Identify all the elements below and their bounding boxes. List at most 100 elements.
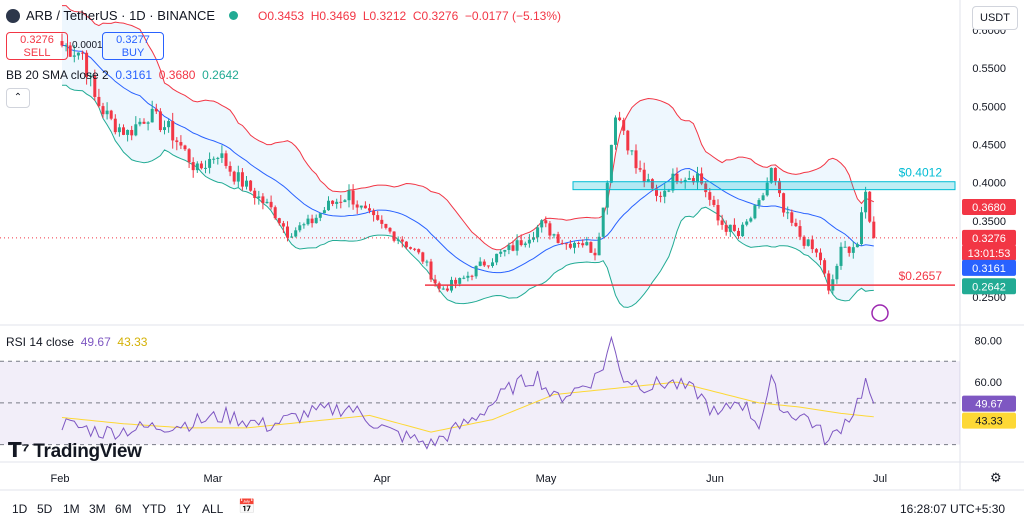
price-tick-label: 0.5500 [972, 63, 1006, 75]
collapse-legend-button[interactable]: ⌃ [6, 88, 30, 108]
timeframe-1d[interactable]: 1D [12, 502, 28, 516]
candle-body [765, 182, 769, 196]
candle-body [499, 251, 503, 254]
candle-body [437, 283, 441, 289]
candle-body [322, 210, 326, 214]
candle-body [650, 179, 654, 189]
candle-body [101, 106, 105, 115]
candle-body [445, 288, 449, 291]
candle-body [232, 171, 236, 182]
candle-body [532, 237, 535, 240]
candle-body [548, 223, 552, 236]
candle-body [716, 204, 720, 221]
timeframe-3m[interactable]: 3M [89, 502, 106, 516]
candle-body [228, 165, 232, 172]
candle-body [667, 190, 671, 192]
currency-selector[interactable]: USDT [972, 6, 1018, 30]
candle-body [745, 221, 749, 225]
date-range-calendar-icon[interactable]: 📅 [238, 498, 256, 514]
candle-body [515, 240, 519, 251]
candle-body [544, 220, 548, 224]
candle-body [458, 278, 462, 284]
candle-body [314, 217, 318, 224]
buy-button[interactable]: 0.3277 BUY [102, 32, 164, 60]
symbol-title[interactable]: ARB / TetherUS · 1D · BINANCE [26, 8, 216, 23]
candle-body [318, 213, 322, 218]
candle-body [609, 144, 613, 183]
resistance-label: $0.4012 [899, 166, 943, 180]
candle-body [868, 191, 872, 222]
bb-basis-line [61, 44, 874, 274]
time-axis-label: Jul [873, 473, 887, 485]
candle-body [400, 239, 404, 242]
candle-body [134, 124, 138, 136]
candle-body [835, 265, 839, 280]
rsi-legend[interactable]: RSI 14 close 49.67 43.33 [6, 335, 147, 349]
candle-body [122, 127, 125, 135]
candle-body [593, 252, 597, 256]
candle-body [802, 236, 806, 246]
tradingview-logo: 𝗧⁷ TradingView [8, 438, 142, 463]
timeframe-ytd[interactable]: YTD [142, 502, 166, 516]
candle-body [306, 218, 310, 225]
rsi-ma-tag-label: 43.33 [975, 416, 1003, 428]
bb-upper-value: 0.3680 [158, 68, 196, 82]
candle-body [167, 121, 171, 128]
candle-body [240, 172, 244, 187]
candle-body [105, 110, 109, 115]
candle-body [409, 247, 412, 249]
candle-body [335, 201, 339, 204]
candle-body [839, 246, 843, 266]
candle-body [749, 218, 753, 222]
time-axis-label: Apr [373, 473, 390, 485]
candle-body [536, 227, 540, 238]
candle-body [236, 172, 240, 182]
candle-body [60, 41, 64, 46]
ohlc-open: O0.3453 [258, 8, 305, 23]
price-tag [962, 199, 1016, 216]
timeframe-1m[interactable]: 1M [63, 502, 80, 516]
candle-body [495, 253, 499, 263]
candle-body [585, 242, 589, 246]
candle-body [786, 212, 790, 214]
candle-body [757, 200, 761, 206]
settings-gear-icon[interactable]: ⚙ [990, 470, 1002, 485]
candle-body [753, 205, 757, 219]
candle-body [331, 200, 335, 204]
price-tag [962, 229, 1016, 246]
candle-body [581, 243, 585, 246]
candle-body [683, 179, 687, 182]
candle-body [626, 130, 630, 151]
candle-body [404, 241, 408, 248]
candle-body [253, 190, 257, 198]
timeframe-6m[interactable]: 6M [115, 502, 132, 516]
candle-body [191, 162, 195, 171]
timeframe-all[interactable]: ALL [202, 502, 224, 516]
candle-body [790, 212, 794, 223]
candle-body [220, 153, 224, 158]
timeframe-1y[interactable]: 1Y [176, 502, 191, 516]
candle-body [691, 178, 695, 183]
candle-body [187, 149, 191, 163]
sell-price: 0.3276 [20, 34, 54, 46]
candle-body [462, 277, 466, 279]
candle-body [618, 117, 622, 121]
candle-body [573, 242, 576, 248]
candle-body [712, 199, 716, 205]
sell-button[interactable]: 0.3276 SELL [6, 32, 68, 60]
candle-body [855, 244, 859, 248]
candle-body [491, 262, 494, 266]
candle-body [503, 249, 507, 252]
candle-body [687, 178, 691, 180]
time-axis-label: Feb [51, 473, 70, 485]
candle-body [347, 190, 351, 201]
candle-body [720, 220, 724, 225]
price-tag-label: 13:01:53 [968, 248, 1011, 260]
candle-body [261, 196, 265, 204]
time-axis-label: May [536, 473, 557, 485]
rsi-value: 49.67 [80, 335, 111, 349]
candle-body [724, 224, 728, 232]
timeframe-5d[interactable]: 5D [37, 502, 53, 516]
bb-legend[interactable]: BB 20 SMA close 2 0.3161 0.3680 0.2642 [6, 68, 239, 82]
